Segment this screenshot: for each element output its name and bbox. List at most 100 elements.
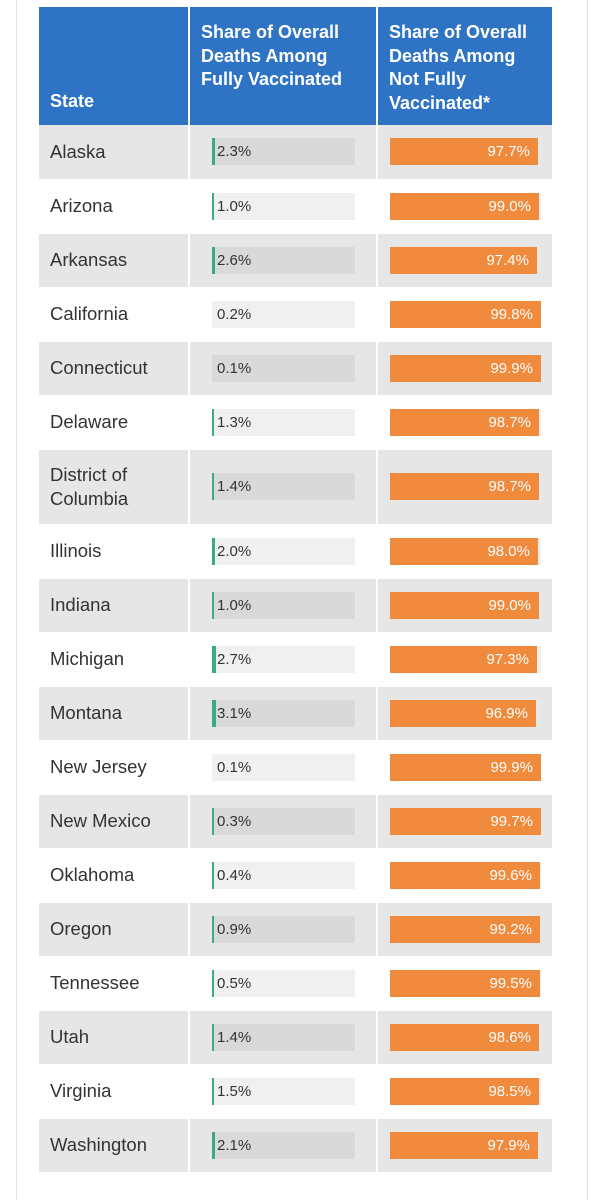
not-vaccinated-bar — [390, 354, 541, 382]
state-name: Alaska — [39, 125, 190, 180]
state-name: Michigan — [39, 632, 190, 687]
state-name: Oklahoma — [39, 848, 190, 903]
vaccinated-cell: 2.3% — [189, 125, 378, 180]
not-vaccinated-bar — [390, 915, 540, 943]
vaccinated-bar — [212, 192, 214, 220]
state-name: Delaware — [39, 395, 190, 450]
not-vaccinated-bar — [390, 753, 541, 781]
not-vaccinated-value-label: 99.0% — [488, 596, 531, 614]
vaccinated-bar-track: 1.4% — [212, 473, 355, 500]
not-vaccinated-bar — [390, 138, 538, 166]
not-vaccinated-bar-track: 98.7% — [390, 473, 541, 500]
vaccinated-value-label: 3.1% — [217, 704, 252, 722]
vaccinated-value-label: 1.3% — [217, 413, 252, 431]
not-vaccinated-bar-track: 99.5% — [390, 969, 541, 997]
not-vaccinated-bar-track: 98.6% — [390, 1023, 541, 1051]
not-vaccinated-bar — [390, 969, 540, 997]
not-vaccinated-bar-track: 99.9% — [390, 753, 541, 781]
vaccinated-bar — [212, 537, 215, 565]
table-row: Virginia 1.5% 98.5% — [39, 1064, 552, 1119]
not-vaccinated-value-label: 99.0% — [488, 197, 531, 215]
not-vaccinated-cell: 99.0% — [377, 578, 552, 633]
vaccinated-value-label: 0.1% — [217, 758, 252, 776]
table-row: New Jersey 0.1% 99.9% — [39, 740, 552, 795]
vaccinated-cell: 2.6% — [189, 233, 378, 288]
vaccinated-bar-track: 0.3% — [212, 807, 355, 835]
not-vaccinated-bar — [390, 591, 539, 619]
state-name: Tennessee — [39, 956, 190, 1011]
vaccinated-bar — [212, 969, 214, 997]
vaccinated-value-label: 1.5% — [217, 1082, 252, 1100]
not-vaccinated-bar-track: 99.0% — [390, 192, 541, 220]
vaccinated-cell: 1.3% — [189, 395, 378, 450]
not-vaccinated-value-label: 99.8% — [490, 305, 533, 323]
vaccinated-value-label: 1.4% — [217, 1028, 252, 1046]
not-vaccinated-bar-track: 99.2% — [390, 915, 541, 943]
not-vaccinated-cell: 99.9% — [377, 740, 552, 795]
vaccinated-bar-track: 0.1% — [212, 354, 355, 382]
not-vaccinated-cell: 96.9% — [377, 686, 552, 741]
state-name: District of Columbia — [39, 449, 190, 525]
not-vaccinated-bar-track: 98.5% — [390, 1077, 541, 1105]
not-vaccinated-cell: 97.3% — [377, 632, 552, 687]
table-row: Utah 1.4% 98.6% — [39, 1010, 552, 1065]
vaccinated-bar — [212, 861, 214, 889]
not-vaccinated-value-label: 97.7% — [487, 143, 530, 161]
table-row: Oklahoma 0.4% 99.6% — [39, 848, 552, 903]
table-row: Montana 3.1% 96.9% — [39, 686, 552, 741]
not-vaccinated-bar-track: 97.3% — [390, 645, 541, 673]
table-row: Tennessee 0.5% 99.5% — [39, 956, 552, 1011]
table-row: Michigan 2.7% 97.3% — [39, 632, 552, 687]
vaccinated-cell: 0.4% — [189, 848, 378, 903]
vaccinated-cell: 1.0% — [189, 578, 378, 633]
vaccinated-bar — [212, 645, 216, 673]
not-vaccinated-cell: 98.0% — [377, 524, 552, 579]
not-vaccinated-value-label: 97.9% — [487, 1136, 530, 1154]
not-vaccinated-value-label: 97.3% — [486, 650, 529, 668]
not-vaccinated-bar — [390, 473, 539, 500]
not-vaccinated-bar-track: 97.9% — [390, 1131, 541, 1159]
vaccinated-cell: 0.1% — [189, 740, 378, 795]
vaccinated-bar — [212, 473, 214, 500]
not-vaccinated-bar — [390, 246, 537, 274]
not-vaccinated-value-label: 98.7% — [488, 413, 531, 431]
state-name: Virginia — [39, 1064, 190, 1119]
vaccinated-bar — [212, 591, 214, 619]
not-vaccinated-value-label: 96.9% — [485, 704, 528, 722]
not-vaccinated-bar — [390, 1077, 539, 1105]
not-vaccinated-cell: 99.0% — [377, 179, 552, 234]
not-vaccinated-cell: 97.7% — [377, 125, 552, 180]
vaccinated-cell: 1.0% — [189, 179, 378, 234]
not-vaccinated-cell: 98.5% — [377, 1064, 552, 1119]
table-row: Delaware 1.3% 98.7% — [39, 395, 552, 450]
state-name: Indiana — [39, 578, 190, 633]
not-vaccinated-value-label: 99.7% — [490, 812, 533, 830]
not-vaccinated-value-label: 99.2% — [489, 920, 532, 938]
vaccinated-bar — [212, 1077, 214, 1105]
not-vaccinated-value-label: 98.0% — [487, 542, 530, 560]
table-row: Indiana 1.0% 99.0% — [39, 578, 552, 633]
vaccinated-value-label: 2.3% — [217, 143, 252, 161]
state-name: Montana — [39, 686, 190, 741]
not-vaccinated-cell: 99.2% — [377, 902, 552, 957]
vaccinated-value-label: 0.1% — [217, 359, 252, 377]
vaccinated-cell: 2.7% — [189, 632, 378, 687]
vaccinated-bar-track: 2.1% — [212, 1131, 355, 1159]
not-vaccinated-bar — [390, 699, 536, 727]
vaccinated-cell: 0.3% — [189, 794, 378, 849]
not-vaccinated-bar-track: 99.7% — [390, 807, 541, 835]
table-header-row: State Share of Overall Deaths Among Full… — [39, 7, 552, 125]
state-name: Washington — [39, 1118, 190, 1173]
table-row: Oregon 0.9% 99.2% — [39, 902, 552, 957]
vaccinated-bar-track: 2.0% — [212, 537, 355, 565]
vaccinated-cell: 1.5% — [189, 1064, 378, 1119]
table-row: Illinois 2.0% 98.0% — [39, 524, 552, 579]
vaccinated-cell: 0.9% — [189, 902, 378, 957]
vaccinated-bar-track: 0.4% — [212, 861, 355, 889]
vaccinated-bar — [212, 807, 214, 835]
vaccinated-value-label: 1.4% — [217, 478, 252, 495]
vaccinated-cell: 3.1% — [189, 686, 378, 741]
table-row: Arkansas 2.6% 97.4% — [39, 233, 552, 288]
table-row: New Mexico 0.3% 99.7% — [39, 794, 552, 849]
vaccinated-bar — [212, 246, 215, 274]
